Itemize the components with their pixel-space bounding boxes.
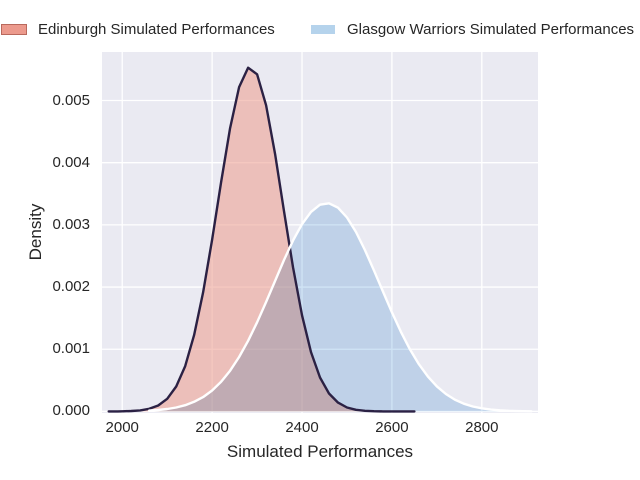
kde-fill-edinburgh	[108, 67, 415, 412]
legend-label-edinburgh: Edinburgh Simulated Performances	[38, 20, 275, 38]
legend-item-edinburgh: Edinburgh Simulated Performances	[1, 20, 275, 38]
x-axis-title: Simulated Performances	[226, 442, 414, 461]
x-tick-label-2000: 2000	[105, 419, 139, 436]
x-tick-label-2200: 2200	[195, 419, 229, 436]
legend-swatch-glasgow	[310, 23, 336, 35]
legend-swatch-edinburgh	[1, 23, 27, 35]
y-tick-label-0.002: 0.002	[52, 278, 90, 296]
x-tick-label-2400: 2400	[285, 419, 319, 436]
y-tick-label-0.003: 0.003	[52, 215, 90, 233]
kde-line-edinburgh	[107, 66, 416, 413]
y-tick-label-0.005: 0.005	[52, 91, 90, 109]
legend-item-glasgow: Glasgow Warriors Simulated Performances	[310, 20, 635, 38]
kde-line-glasgow	[148, 202, 533, 413]
y-tick-label-0.001: 0.001	[52, 340, 90, 358]
kde-fill-glasgow	[149, 203, 532, 412]
x-tick-label-2600: 2600	[375, 419, 409, 436]
legend-label-glasgow: Glasgow Warriors Simulated Performances	[347, 20, 635, 38]
y-tick-label-0.004: 0.004	[52, 153, 90, 171]
y-tick-label-0.000: 0.000	[52, 402, 90, 420]
x-tick-label-2800: 2800	[465, 419, 499, 436]
